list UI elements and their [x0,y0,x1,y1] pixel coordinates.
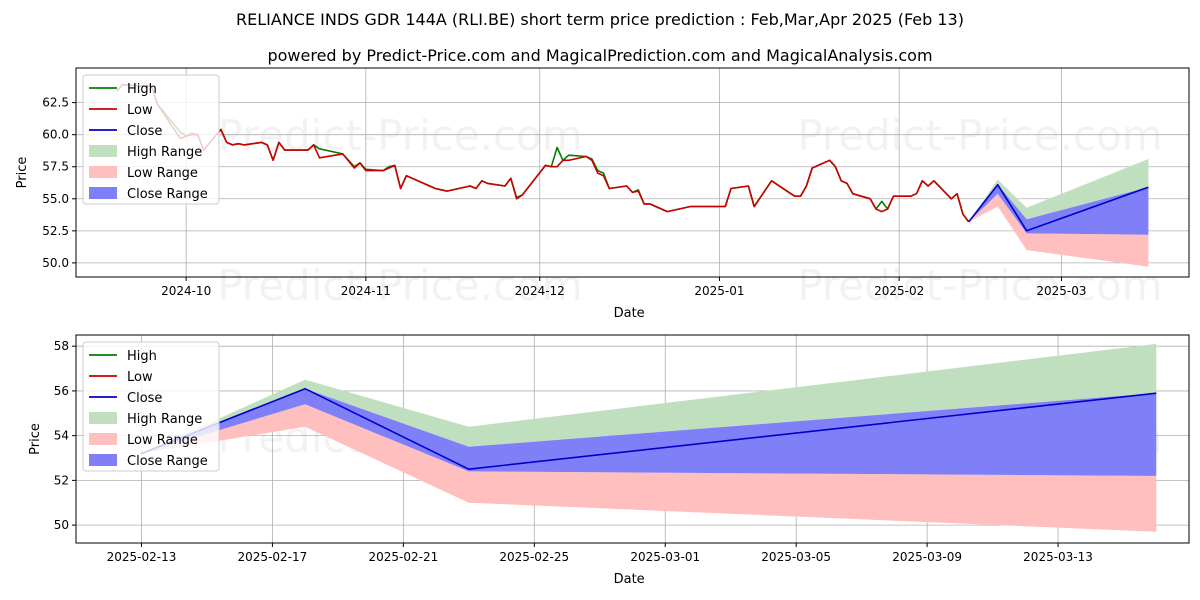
axes-frame [75,67,1190,278]
chart-panel-1: Predict-Price.com Predict-Price.com Predic… [15,67,1190,321]
close-line [141,387,1157,471]
x-tick-label: 2025-03-09 [892,550,962,564]
legend-label-high-range: High Range [127,412,202,427]
y-tick-label: 50.0 [42,256,69,270]
legend-label-low: Low [127,103,153,118]
chart-panel-2: Predict-Price.comPredict-Price.com2025-0… [28,334,1190,587]
x-tick-label: 2025-03-01 [630,550,700,564]
legend-label-close-range: Close Range [127,454,208,469]
legend-swatch-high-range [89,412,117,424]
legend-label-close-range: Close Range [127,187,208,202]
watermark-text: Predict-Price.com [797,261,1162,310]
axes-frame [75,334,1190,544]
x-tick-label: 2025-01 [694,284,744,298]
watermark-text: Predict-Price.com [797,111,1162,160]
y-tick-label: 50 [54,518,69,532]
legend: High Low Close High Range Low Range Close Ran… [82,74,220,205]
legend-label-low: Low [127,370,153,385]
watermark-text: Predict-Price.com [217,261,582,310]
y-axis-label: Price [28,423,43,455]
legend-swatch-high-range [89,145,117,157]
y-tick-label: 58 [54,339,69,353]
x-axis-label: Date [614,572,645,587]
low-range-area [141,404,1157,532]
low-line [116,83,970,223]
legend-label-low-range: Low Range [127,166,198,181]
legend-swatch-low-range [89,433,117,445]
plot-content [116,83,1149,267]
high-range-area [141,343,1157,454]
y-tick-label: 57.5 [42,160,69,174]
legend-swatch-close-range [89,187,117,199]
y-tick-label: 52 [54,473,69,487]
high-range-area [968,159,1149,222]
legend-label-close: Close [127,391,162,406]
close-range-area [141,388,1157,476]
y-tick-label: 55.0 [42,192,69,206]
x-tick-label: 2025-02-17 [238,550,308,564]
legend-label-close: Close [127,124,162,139]
x-tick-label: 2025-02-13 [107,550,177,564]
x-tick-label: 2024-11 [341,284,391,298]
plot-area [76,68,1189,277]
y-tick-label: 62.5 [42,96,69,110]
legend-label-high-range: High Range [127,145,202,160]
x-axis-label: Date [614,306,645,321]
close-line [968,183,1149,232]
x-tick-label: 2025-02 [874,284,924,298]
legend-swatch-close-range [89,454,117,466]
x-tick-label: 2025-03-05 [761,550,831,564]
chart-subtitle: powered by Predict-Price.com and Magical… [267,46,933,65]
x-tick-label: 2025-02-25 [499,550,569,564]
y-tick-label: 52.5 [42,224,69,238]
legend-swatch-low-range [89,166,117,178]
x-tick-label: 2025-03 [1036,284,1086,298]
x-tick-label: 2025-03-13 [1023,550,1093,564]
legend-label-low-range: Low Range [127,433,198,448]
y-tick-label: 60.0 [42,128,69,142]
x-tick-label: 2024-12 [515,284,565,298]
chart-title: RELIANCE INDS GDR 144A (RLI.BE) short te… [236,10,964,29]
legend-label-high: High [127,82,157,97]
close-range-area [968,184,1149,235]
y-tick-label: 56 [54,384,69,398]
watermark-text: Predict-Price.com [217,111,582,160]
legend-label-high: High [127,349,157,364]
legend: High Low Close High Range Low Range Close Ran… [82,341,220,472]
x-tick-label: 2025-02-21 [368,550,438,564]
y-axis-label: Price [15,157,30,189]
low-range-area [968,193,1149,267]
x-tick-label: 2024-10 [161,284,211,298]
y-tick-label: 54 [54,429,69,443]
